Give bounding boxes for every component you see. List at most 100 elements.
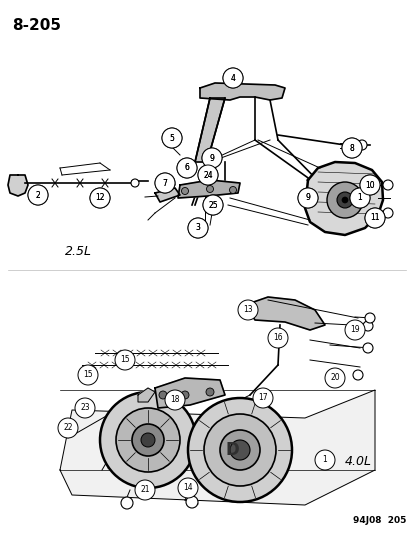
Circle shape	[161, 128, 182, 148]
Polygon shape	[195, 98, 224, 162]
Text: 4.0L: 4.0L	[344, 455, 371, 468]
Text: 8: 8	[349, 143, 354, 152]
Polygon shape	[138, 388, 154, 402]
Text: 8: 8	[349, 143, 354, 152]
Circle shape	[116, 408, 180, 472]
Circle shape	[364, 313, 374, 323]
Text: 8-205: 8-205	[12, 18, 61, 33]
Circle shape	[188, 218, 207, 238]
Circle shape	[341, 138, 361, 158]
Polygon shape	[199, 83, 284, 100]
Polygon shape	[154, 378, 224, 408]
Text: 4: 4	[230, 74, 235, 83]
Text: 22: 22	[63, 424, 73, 432]
Text: 25: 25	[208, 200, 217, 209]
Circle shape	[165, 139, 171, 145]
Text: 1: 1	[357, 193, 361, 203]
Circle shape	[185, 496, 197, 508]
Circle shape	[362, 321, 372, 331]
Circle shape	[159, 391, 166, 399]
Text: 94J08  205: 94J08 205	[352, 516, 405, 525]
Text: 9: 9	[305, 193, 310, 203]
Text: 25: 25	[208, 200, 217, 209]
Circle shape	[237, 300, 257, 320]
Circle shape	[341, 138, 361, 158]
Circle shape	[121, 497, 133, 509]
Text: 15: 15	[83, 370, 93, 379]
Circle shape	[382, 180, 392, 190]
Text: 17: 17	[258, 393, 267, 402]
Text: 2: 2	[36, 190, 40, 199]
Circle shape	[297, 188, 317, 208]
Text: 11: 11	[369, 214, 379, 222]
Circle shape	[181, 188, 188, 195]
Text: 1: 1	[357, 193, 361, 203]
Text: 11: 11	[369, 214, 379, 222]
Circle shape	[364, 208, 384, 228]
Text: 12: 12	[95, 193, 104, 203]
Text: 20: 20	[330, 374, 339, 383]
Circle shape	[188, 218, 207, 238]
Circle shape	[161, 128, 182, 148]
Circle shape	[131, 179, 139, 187]
Circle shape	[180, 391, 189, 399]
Circle shape	[219, 430, 259, 470]
Text: 18: 18	[170, 395, 179, 405]
Circle shape	[336, 192, 352, 208]
Circle shape	[344, 320, 364, 340]
Circle shape	[90, 188, 110, 208]
Circle shape	[230, 440, 249, 460]
Circle shape	[297, 188, 317, 208]
Circle shape	[349, 188, 369, 208]
Circle shape	[362, 343, 372, 353]
Circle shape	[197, 165, 218, 185]
Circle shape	[154, 173, 175, 193]
Circle shape	[141, 433, 154, 447]
Text: 24: 24	[203, 171, 212, 180]
Text: 10: 10	[364, 181, 374, 190]
Circle shape	[267, 328, 287, 348]
Text: 6: 6	[184, 164, 189, 173]
Circle shape	[252, 388, 272, 408]
Circle shape	[132, 424, 164, 456]
Circle shape	[165, 390, 185, 410]
Circle shape	[223, 68, 242, 88]
Polygon shape	[158, 177, 175, 188]
Text: 3: 3	[195, 223, 200, 232]
Text: 15: 15	[120, 356, 130, 365]
Polygon shape	[304, 162, 382, 235]
Text: 3: 3	[195, 223, 200, 232]
Text: 24: 24	[203, 171, 212, 180]
Circle shape	[314, 450, 334, 470]
Text: 19: 19	[349, 326, 359, 335]
Text: 14: 14	[183, 483, 192, 492]
Circle shape	[364, 208, 384, 228]
Circle shape	[324, 368, 344, 388]
Circle shape	[202, 195, 223, 215]
Polygon shape	[178, 180, 240, 198]
Text: 4: 4	[230, 74, 235, 83]
Circle shape	[359, 175, 379, 195]
Circle shape	[341, 197, 347, 203]
Text: 13: 13	[242, 305, 252, 314]
Circle shape	[195, 223, 204, 233]
Text: 23: 23	[80, 403, 90, 413]
Circle shape	[177, 158, 197, 178]
Polygon shape	[154, 188, 180, 202]
Text: 10: 10	[364, 181, 374, 190]
Circle shape	[349, 188, 369, 208]
Text: D: D	[225, 441, 238, 459]
Circle shape	[202, 195, 223, 215]
Circle shape	[177, 158, 197, 178]
Text: 9: 9	[209, 154, 214, 163]
Circle shape	[28, 185, 48, 205]
Text: 9: 9	[209, 154, 214, 163]
Circle shape	[78, 365, 98, 385]
Text: 7: 7	[162, 179, 167, 188]
Circle shape	[223, 68, 242, 88]
Circle shape	[206, 388, 214, 396]
Circle shape	[352, 370, 362, 380]
Text: 9: 9	[305, 193, 310, 203]
Circle shape	[229, 187, 236, 193]
Text: 6: 6	[184, 164, 189, 173]
